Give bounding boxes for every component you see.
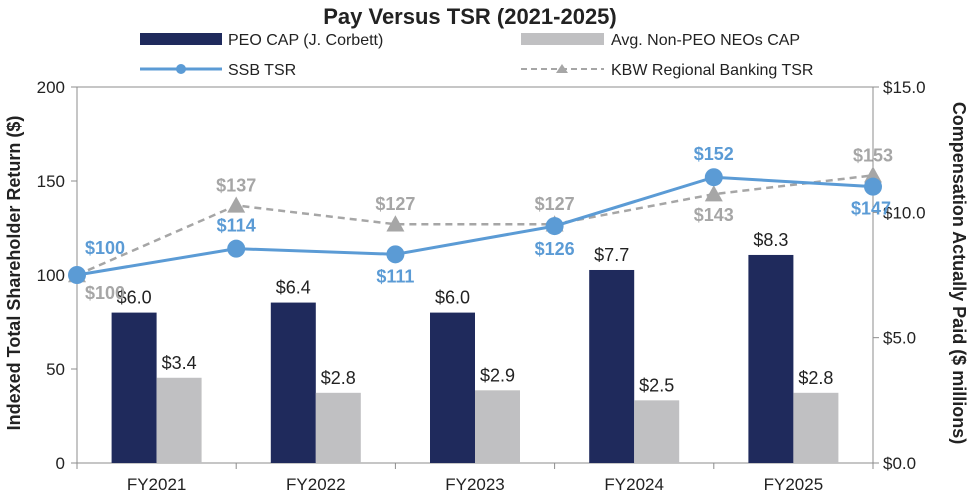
right-axis-tick-label: $0.0 xyxy=(883,454,916,473)
kbw-tsr-label: $100 xyxy=(85,283,125,303)
left-axis-title: Indexed Total Shareholder Return ($) xyxy=(4,116,24,431)
legend-swatch-peo-cap xyxy=(140,33,222,45)
kbw-tsr-label: $127 xyxy=(535,194,575,214)
legend-label-non-peo-cap: Avg. Non-PEO NEOs CAP xyxy=(611,32,800,49)
peo-cap-bar xyxy=(748,254,794,463)
kbw-tsr-label: $127 xyxy=(375,194,415,214)
ssb-tsr-label: $152 xyxy=(694,144,734,164)
ssb-tsr-marker xyxy=(545,217,564,236)
right-axis-tick-label: $15.0 xyxy=(883,78,926,97)
peo-cap-bar xyxy=(111,312,157,463)
non-peo-cap-bar-label: $2.9 xyxy=(480,365,515,385)
ssb-tsr-marker xyxy=(68,266,86,284)
non-peo-cap-bar-label: $2.8 xyxy=(321,368,356,388)
ssb-tsr-marker xyxy=(864,177,882,196)
kbw-tsr-marker xyxy=(227,196,246,213)
ssb-tsr-marker xyxy=(704,168,723,187)
left-axis-tick-label: 100 xyxy=(37,266,65,285)
legend-swatch-non-peo-cap xyxy=(521,33,604,45)
legend-marker-kbw-tsr xyxy=(556,64,568,73)
kbw-tsr-label: $143 xyxy=(694,205,734,225)
ssb-tsr-label: $126 xyxy=(535,239,575,259)
ssb-tsr-line xyxy=(76,175,874,277)
ssb-tsr-label: $100 xyxy=(85,238,125,258)
x-axis-category-label: FY2024 xyxy=(604,475,664,494)
kbw-tsr-marker xyxy=(864,166,882,183)
legend-label-peo-cap: PEO CAP (J. Corbett) xyxy=(228,32,383,49)
right-axis-tick-label: $10.0 xyxy=(883,203,926,222)
left-axis-tick-label: 150 xyxy=(37,172,65,191)
legend: PEO CAP (J. Corbett) Avg. Non-PEO NEOs C… xyxy=(140,32,813,79)
ssb-tsr-marker xyxy=(227,239,246,258)
peo-cap-bar xyxy=(270,302,316,463)
plot-area: 0 50 100 150 200 $0.0 $5.0 $10.0 $15.0 FY2021 FY20… xyxy=(37,78,926,494)
legend-label-kbw-tsr: KBW Regional Banking TSR xyxy=(611,62,813,79)
non-peo-cap-bar-label: $2.5 xyxy=(639,375,674,395)
left-axis-tick-label: 50 xyxy=(46,360,65,379)
non-peo-cap-bar xyxy=(315,392,361,463)
non-peo-cap-bar xyxy=(475,390,520,463)
kbw-tsr-marker xyxy=(704,185,723,202)
ssb-tsr-label: $147 xyxy=(851,199,891,219)
peo-cap-bar-label: $6.0 xyxy=(117,288,152,308)
peo-cap-bar xyxy=(430,312,475,463)
non-peo-cap-bar-label: $3.4 xyxy=(162,353,197,373)
x-axis-category-label: FY2023 xyxy=(445,475,505,494)
non-peo-cap-bar-label: $2.8 xyxy=(798,368,833,388)
legend-marker-ssb-tsr xyxy=(176,64,186,74)
peo-cap-bar xyxy=(589,269,635,463)
non-peo-cap-bar xyxy=(634,400,680,463)
chart-title: Pay Versus TSR (2021-2025) xyxy=(323,4,617,29)
non-peo-cap-bar xyxy=(156,377,202,463)
kbw-tsr-line xyxy=(76,174,874,277)
peo-cap-bar-label: $6.4 xyxy=(276,278,311,298)
kbw-tsr-marker xyxy=(386,215,405,232)
x-axis-category-label: FY2021 xyxy=(127,475,187,494)
left-axis-tick-label: 200 xyxy=(37,78,65,97)
x-axis-category-label: FY2022 xyxy=(286,475,346,494)
peo-cap-bar-label: $6.0 xyxy=(435,288,470,308)
peo-cap-bar-label: $7.7 xyxy=(594,245,629,265)
peo-cap-bar-label: $8.3 xyxy=(753,230,788,250)
non-peo-cap-bar xyxy=(793,392,839,463)
ssb-tsr-marker xyxy=(386,245,405,264)
ssb-tsr-label: $111 xyxy=(376,266,414,286)
legend-label-ssb-tsr: SSB TSR xyxy=(228,62,296,79)
right-axis-title: Compensation Actually Paid ($ millions) xyxy=(949,102,969,444)
left-axis-tick-label: 0 xyxy=(56,454,65,473)
kbw-tsr-label: $153 xyxy=(853,145,893,165)
kbw-tsr-label: $137 xyxy=(216,175,256,195)
x-axis-category-label: FY2025 xyxy=(764,475,824,494)
right-axis-tick-label: $5.0 xyxy=(883,329,916,348)
ssb-tsr-label: $114 xyxy=(217,216,256,236)
